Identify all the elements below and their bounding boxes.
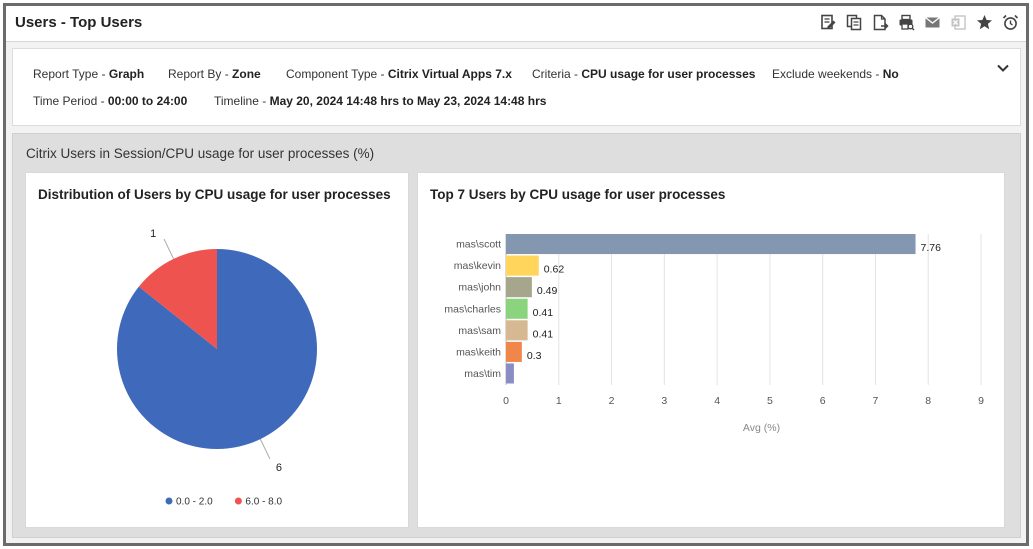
x-tick-label: 2 bbox=[609, 395, 615, 407]
report-criteria-panel: Report Type - Graph Report By - Zone Com… bbox=[12, 48, 1021, 126]
criteria-item: Criteria - CPU usage for user processes bbox=[532, 67, 756, 81]
component-type-item: Component Type - Citrix Virtual Apps 7.x bbox=[286, 67, 512, 81]
chart-section: Citrix Users in Session/CPU usage for us… bbox=[12, 133, 1021, 538]
bar-chart-card: Top 7 Users by CPU usage for user proces… bbox=[417, 172, 1005, 528]
mail-icon[interactable] bbox=[923, 12, 942, 32]
bar-data-label: 7.76 bbox=[921, 242, 942, 254]
bar-mas-charles[interactable] bbox=[506, 298, 528, 319]
pie-chart-title: Distribution of Users by CPU usage for u… bbox=[38, 187, 391, 202]
x-tick-label: 0 bbox=[503, 395, 509, 407]
y-category-label: mas\sam bbox=[458, 325, 501, 337]
x-tick-label: 8 bbox=[925, 395, 931, 407]
report-window: Users - Top Users bbox=[3, 3, 1029, 546]
timeline-item: Timeline - May 20, 2024 14:48 hrs to May… bbox=[214, 94, 547, 108]
x-tick-label: 5 bbox=[767, 395, 773, 407]
section-title: Citrix Users in Session/CPU usage for us… bbox=[26, 146, 375, 161]
x-tick-label: 4 bbox=[714, 395, 720, 407]
time-period-item: Time Period - 00:00 to 24:00 bbox=[33, 94, 188, 108]
bar-data-label: 0.3 bbox=[527, 350, 542, 362]
bar-data-label: 0.49 bbox=[537, 285, 558, 297]
y-category-label: mas\charles bbox=[444, 303, 501, 315]
bar-mas-keith[interactable] bbox=[506, 341, 522, 362]
exclude-weekends-item: Exclude weekends - No bbox=[772, 67, 899, 81]
alarm-icon[interactable] bbox=[1001, 12, 1020, 32]
bar-mas-sam[interactable] bbox=[506, 320, 528, 341]
export-pdf-icon[interactable] bbox=[871, 12, 890, 32]
pie-data-label: 1 bbox=[150, 228, 156, 240]
title-bar: Users - Top Users bbox=[6, 6, 1026, 42]
report-toolbar bbox=[819, 12, 1020, 32]
excel-icon[interactable] bbox=[949, 12, 968, 32]
x-tick-label: 1 bbox=[556, 395, 562, 407]
chevron-down-icon[interactable] bbox=[996, 61, 1010, 75]
bar-data-label: 0.41 bbox=[533, 307, 554, 319]
legend-marker bbox=[165, 497, 173, 505]
legend-marker bbox=[234, 497, 242, 505]
y-category-label: mas\keith bbox=[456, 346, 501, 358]
x-tick-label: 9 bbox=[978, 395, 984, 407]
pie-chart: 6 1 0.0 - 2.0 6.0 - 8.0 bbox=[116, 228, 318, 508]
print-preview-icon[interactable] bbox=[897, 12, 916, 32]
pie-data-label: 6 bbox=[276, 462, 282, 474]
bar-mas-kevin[interactable] bbox=[506, 255, 539, 276]
x-tick-label: 6 bbox=[820, 395, 826, 407]
x-tick-label: 7 bbox=[873, 395, 879, 407]
bar-mas-scott[interactable] bbox=[506, 234, 916, 255]
edit-report-icon[interactable] bbox=[819, 12, 838, 32]
bar-chart: 0 1 2 3 4 5 6 7 8 9 mas\scott 7.76 mas\kevin 0.62 mas\… bbox=[444, 234, 984, 434]
legend-label[interactable]: 6.0 - 8.0 bbox=[245, 497, 282, 508]
y-category-label: mas\john bbox=[458, 282, 501, 294]
bar-mas-tim[interactable] bbox=[506, 363, 514, 384]
copy-report-icon[interactable] bbox=[845, 12, 864, 32]
report-by-item: Report By - Zone bbox=[168, 67, 261, 81]
x-axis-title: Avg (%) bbox=[743, 422, 780, 434]
bar-data-label: 0.62 bbox=[544, 264, 565, 276]
bar-mas-john[interactable] bbox=[506, 277, 532, 298]
y-category-label: mas\tim bbox=[464, 368, 501, 380]
x-tick-label: 3 bbox=[661, 395, 667, 407]
pie-chart-card: Distribution of Users by CPU usage for u… bbox=[25, 172, 409, 528]
y-category-label: mas\kevin bbox=[454, 260, 501, 272]
pie-leader-line bbox=[259, 438, 271, 460]
bar-chart-title: Top 7 Users by CPU usage for user proces… bbox=[430, 187, 726, 202]
star-icon[interactable] bbox=[975, 12, 994, 32]
pie-leader-line bbox=[163, 238, 175, 260]
report-type-item: Report Type - Graph bbox=[33, 67, 145, 81]
bar-data-label: 0.41 bbox=[533, 328, 554, 340]
y-category-label: mas\scott bbox=[456, 239, 501, 251]
pie-slice-high[interactable] bbox=[138, 249, 217, 349]
legend-label[interactable]: 0.0 - 2.0 bbox=[176, 497, 213, 508]
window-title: Users - Top Users bbox=[15, 14, 143, 31]
